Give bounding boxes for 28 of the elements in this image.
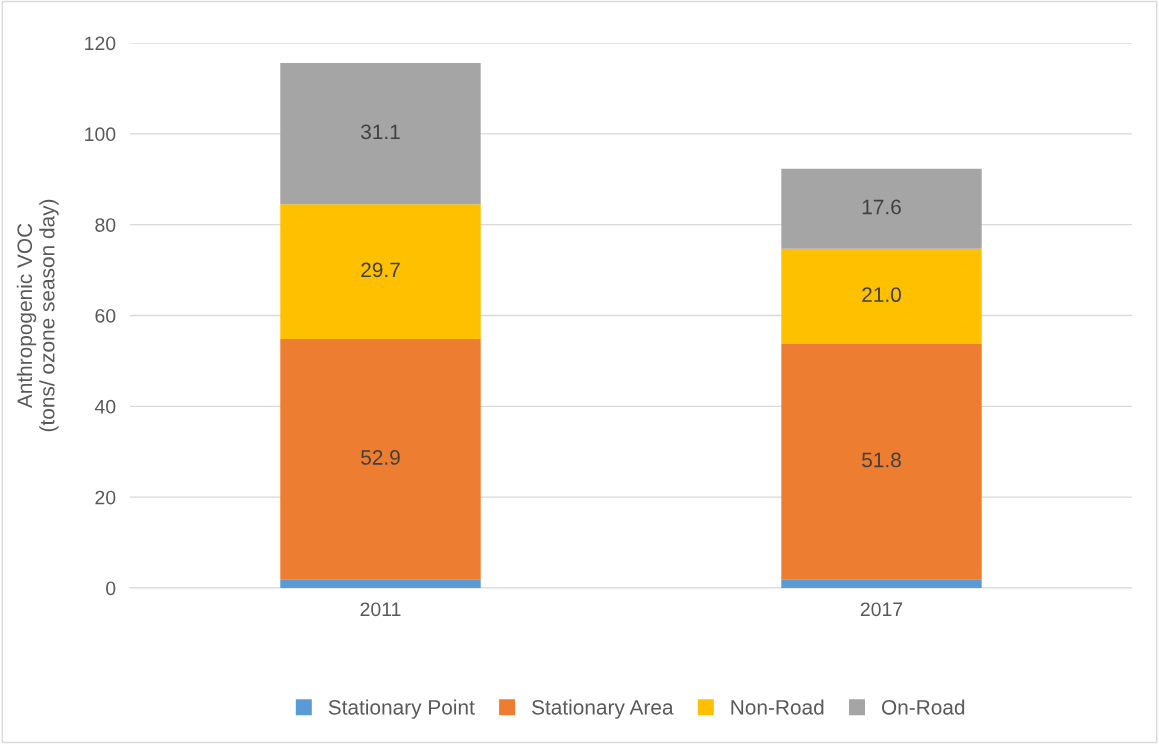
y-tick-label: 120	[85, 36, 116, 51]
data-label: 29.7	[361, 262, 400, 278]
legend-label: Stationary Area	[532, 699, 674, 719]
data-label: 52.9	[361, 450, 400, 465]
legend-label: On-Road	[881, 699, 965, 715]
data-label: 21.0	[862, 287, 901, 303]
y-tick-label: 80	[95, 218, 116, 232]
y-tick-label: 0	[106, 581, 116, 596]
data-label: 17.6	[862, 199, 901, 215]
y-tick-label: 40	[94, 399, 116, 414]
y-tick-label: 60	[95, 308, 116, 323]
y-tick-label: 100	[85, 127, 116, 142]
bar	[781, 248, 982, 345]
bar	[280, 62, 481, 205]
bar	[781, 168, 982, 249]
data-label: 31.1	[361, 124, 400, 140]
legend-label: Stationary Point	[328, 699, 475, 719]
data-label: 51.8	[862, 452, 901, 468]
bar	[280, 204, 481, 340]
x-tick-label: 2011	[360, 602, 401, 617]
bar	[280, 339, 481, 580]
bar	[280, 579, 481, 588]
x-tick-label: 2017	[860, 602, 903, 617]
y-tick-label: 20	[95, 490, 116, 505]
bar	[781, 344, 982, 580]
legend-label: Non-Road	[731, 699, 824, 715]
y-axis-title: Anthropogenic VOC (tons/ ozone season day)	[16, 199, 59, 432]
bar	[781, 579, 982, 588]
